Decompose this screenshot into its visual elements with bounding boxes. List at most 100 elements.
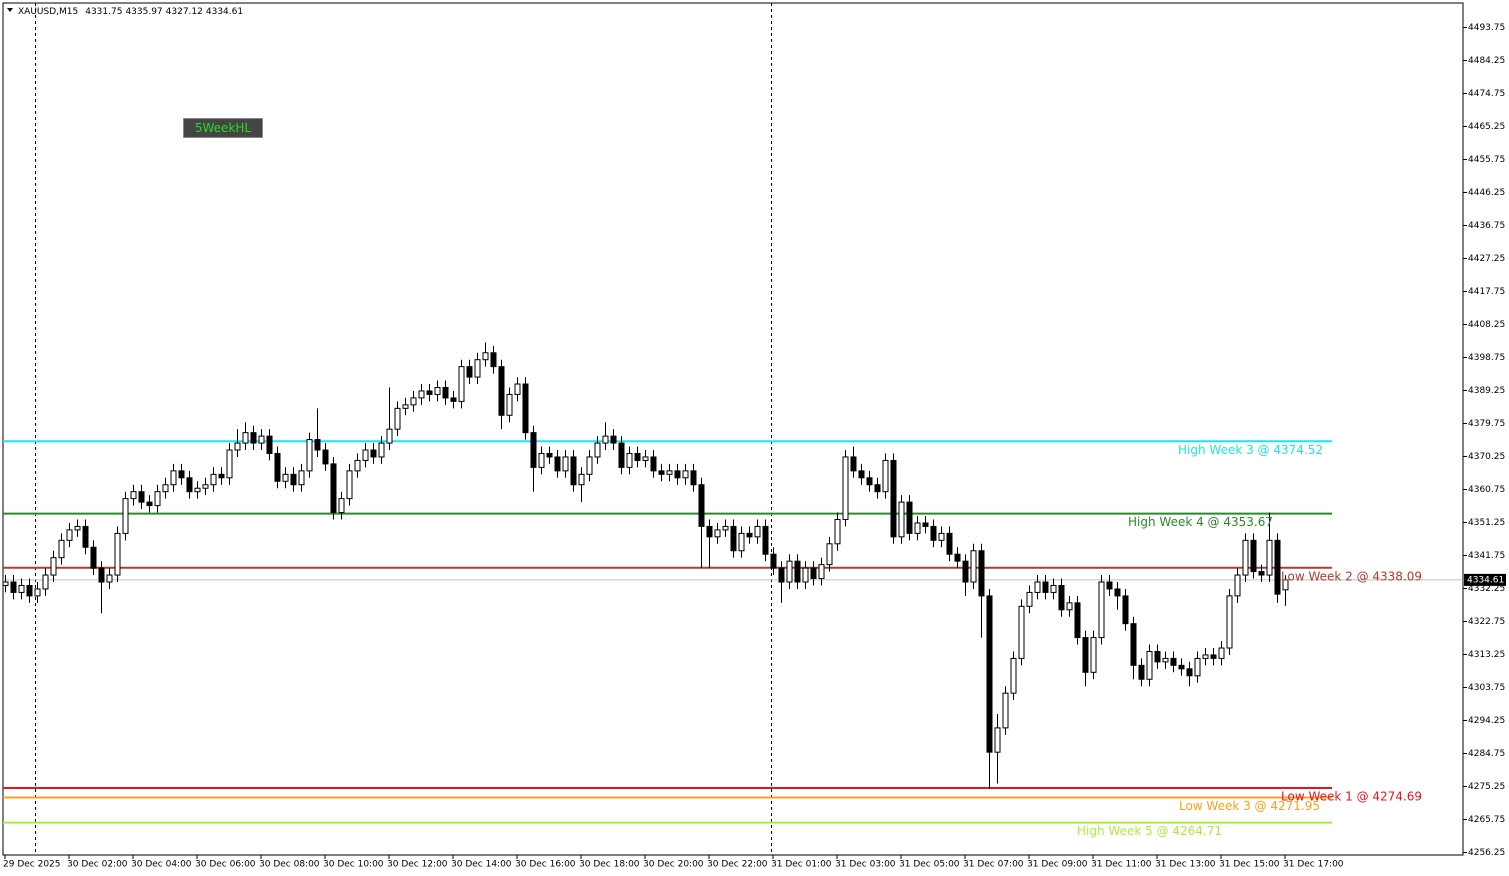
x-tick-label: 31 Dec 11:00 [1091, 860, 1152, 870]
candle-body [162, 484, 169, 493]
candle-body [930, 525, 937, 541]
candle-body [354, 459, 361, 472]
candle-body [234, 442, 241, 451]
candle-body [1266, 539, 1273, 576]
candle-body [1050, 584, 1057, 593]
candle-body [738, 532, 745, 552]
candle-body [306, 439, 313, 472]
candle-body [434, 386, 441, 395]
candle-body [170, 470, 177, 486]
candle-body [130, 491, 137, 500]
candle-body [578, 473, 585, 486]
candle-body [530, 432, 537, 468]
x-tick-label: 30 Dec 10:00 [323, 860, 384, 870]
candle-body [186, 477, 193, 493]
candle-body [570, 456, 577, 486]
candle-body [106, 574, 113, 583]
candle-body [266, 435, 273, 454]
candle-body [474, 359, 481, 378]
candle-body [418, 390, 425, 399]
level-label: Low Week 2 @ 4338.09 [1281, 569, 1422, 583]
candle-body [890, 459, 897, 538]
candle-body [834, 518, 841, 545]
candle-body [1178, 664, 1185, 670]
candle-body [962, 560, 969, 583]
candle-body [482, 352, 489, 361]
candle-body [1058, 584, 1065, 611]
candle-body [258, 435, 265, 444]
button-label[interactable]: 5WeekHL [195, 121, 252, 135]
candle-body [146, 501, 153, 507]
candle-body [2, 581, 9, 586]
candle-body [882, 459, 889, 493]
candle-body [242, 432, 249, 444]
x-tick-label: 31 Dec 15:00 [1219, 860, 1280, 870]
header: XAUUSD,M15 4331.75 4335.97 4327.12 4334.61 [18, 7, 243, 17]
candle-body [74, 525, 81, 531]
x-tick-label: 31 Dec 17:00 [1283, 860, 1344, 870]
candle-body [994, 727, 1001, 753]
candle-body [346, 470, 353, 500]
candle-body [1242, 539, 1249, 576]
candle-body [1146, 650, 1153, 680]
y-tick-label: 4417.75 [1468, 287, 1505, 297]
candle-body [658, 470, 665, 475]
candle-body [562, 456, 569, 472]
candle-body [210, 473, 217, 486]
y-tick-label: 4484.25 [1468, 56, 1505, 66]
candle-body [874, 484, 881, 493]
y-tick-label: 4398.75 [1468, 353, 1505, 363]
menu-arrow[interactable] [7, 8, 13, 12]
candle-body [226, 449, 233, 479]
candle-body [810, 567, 817, 580]
button-bg[interactable] [183, 118, 263, 138]
candle-body [1170, 657, 1177, 666]
header-open: 4331.75 [85, 7, 122, 17]
candle-body [1258, 571, 1265, 576]
x-tick-label: 30 Dec 18:00 [579, 860, 640, 870]
candle-body [946, 532, 953, 555]
candle-body [1002, 692, 1009, 729]
candle-body [442, 386, 449, 399]
candle-body [426, 390, 433, 395]
candle-body [970, 550, 977, 583]
candle-body [330, 463, 337, 514]
y-tick-label: 4455.75 [1468, 155, 1505, 165]
candle-body [1010, 657, 1017, 694]
candle-body [586, 456, 593, 475]
candle-body [42, 574, 49, 590]
candle-body [1194, 657, 1201, 677]
y-tick-label: 4341.75 [1468, 551, 1505, 561]
y-tick-label: 4313.25 [1468, 650, 1505, 660]
candle-body [18, 584, 25, 593]
candle-body [1202, 654, 1209, 659]
level-label: High Week 4 @ 4353.67 [1128, 515, 1273, 529]
candle-body [1130, 623, 1137, 666]
y-tick-label: 4265.75 [1468, 815, 1505, 825]
y-tick-label: 4389.25 [1468, 386, 1505, 396]
candle-body [194, 487, 201, 493]
y-tick-label: 4322.75 [1468, 617, 1505, 627]
candle-body [554, 456, 561, 472]
candle-body [1226, 595, 1233, 649]
x-tick-label: 31 Dec 07:00 [963, 860, 1024, 870]
x-tick-label: 30 Dec 08:00 [259, 860, 320, 870]
x-tick-label: 30 Dec 02:00 [67, 860, 128, 870]
candle-body [786, 560, 793, 583]
candle-body [362, 449, 369, 461]
candle-body [66, 529, 73, 541]
level-label: High Week 5 @ 4264.71 [1077, 824, 1222, 838]
y-tick-label: 4465.25 [1468, 122, 1505, 132]
y-tick-label: 4275.25 [1468, 782, 1505, 792]
button[interactable]: 5WeekHL [183, 118, 263, 138]
x-tick-label: 30 Dec 20:00 [643, 860, 704, 870]
candle-body [922, 522, 929, 527]
candle-body [730, 525, 737, 552]
header-close: 4334.61 [206, 7, 243, 17]
candle-body [1074, 602, 1081, 639]
candle-body [778, 567, 785, 583]
candle-body [634, 452, 641, 461]
candle-body [90, 546, 97, 569]
candle-body [1066, 602, 1073, 611]
candle-body [1154, 650, 1161, 663]
